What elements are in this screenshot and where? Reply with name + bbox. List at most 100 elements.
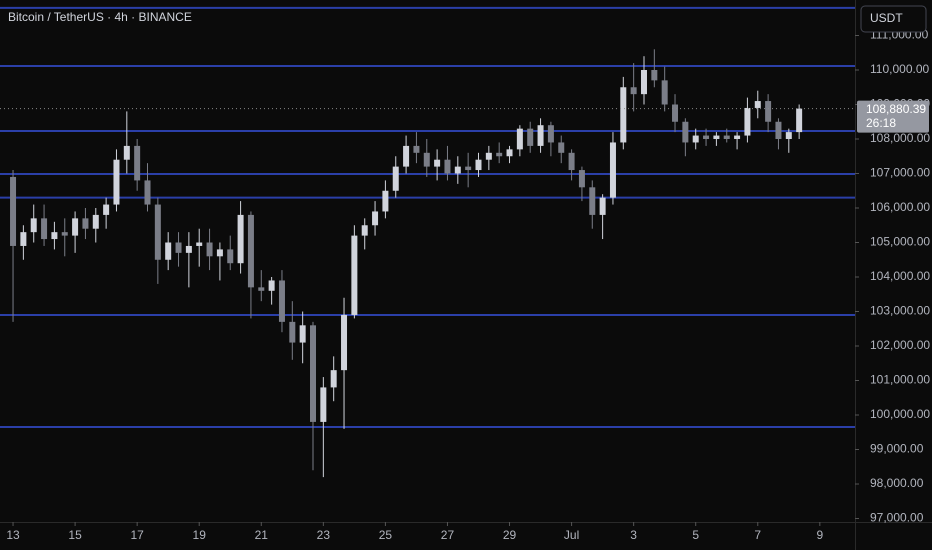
- candle-body: [134, 145, 141, 181]
- y-tick-label: 101,000.00: [870, 373, 930, 387]
- x-tick-label: 19: [193, 528, 207, 542]
- candle-body: [454, 166, 461, 174]
- y-tick-label: 102,000.00: [870, 338, 930, 352]
- candle-body: [351, 235, 358, 315]
- x-tick-label: 17: [130, 528, 144, 542]
- candle-body: [475, 159, 482, 171]
- candle-body: [506, 149, 513, 157]
- candle-body: [444, 159, 451, 174]
- candle-body: [372, 211, 379, 226]
- candle-body: [82, 218, 89, 229]
- candle-body: [558, 142, 565, 153]
- candle-body: [216, 249, 223, 257]
- candle-body: [785, 132, 792, 140]
- candle-body: [61, 232, 68, 236]
- y-tick-label: 104,000.00: [870, 269, 930, 283]
- y-tick-label: 110,000.00: [870, 62, 929, 76]
- candle-body: [713, 135, 720, 140]
- candle-body: [20, 232, 27, 246]
- x-tick-label: Jul: [564, 528, 579, 542]
- button-frame[interactable]: [860, 5, 927, 33]
- y-tick-label: 107,000.00: [870, 166, 930, 180]
- candle-body: [392, 166, 399, 191]
- candle-body: [258, 287, 265, 291]
- candle-body: [299, 325, 306, 343]
- x-tick-label: 25: [379, 528, 393, 542]
- candle-body: [196, 242, 203, 246]
- candle-body: [154, 204, 161, 260]
- candle-body: [123, 145, 130, 160]
- candle-body: [661, 80, 668, 105]
- y-tick-label: 108,000.00: [870, 131, 930, 145]
- candle-body: [547, 125, 554, 143]
- candle-body: [113, 159, 120, 205]
- candle-body: [682, 121, 689, 143]
- candle-body: [309, 325, 316, 422]
- x-tick-label: 29: [503, 528, 517, 542]
- candle-body: [796, 108, 803, 133]
- candle-body: [599, 197, 606, 215]
- candle-body: [268, 280, 275, 291]
- candle-body: [496, 152, 503, 157]
- y-tick-label: 105,000.00: [870, 235, 930, 249]
- candle-body: [527, 128, 534, 146]
- y-tick-label: 97,000.00: [870, 511, 924, 525]
- x-tick-label: 13: [6, 528, 20, 542]
- button-label[interactable]: USDT: [870, 11, 903, 25]
- y-tick-label: 98,000.00: [870, 476, 924, 490]
- candle-body: [237, 214, 244, 264]
- candle-body: [465, 166, 472, 171]
- candle-body: [403, 145, 410, 167]
- candle-body: [754, 101, 761, 108]
- y-tick-label: 100,000.00: [870, 407, 930, 421]
- currency-button[interactable]: USDT: [860, 5, 927, 33]
- candle-body: [537, 125, 544, 146]
- candle-body: [609, 142, 616, 198]
- candle-body: [103, 204, 110, 215]
- candle-body: [227, 249, 234, 264]
- x-tick-label: 5: [692, 528, 699, 542]
- candle-body: [692, 135, 699, 143]
- y-tick-label: 99,000.00: [870, 442, 924, 456]
- candle-body: [30, 218, 37, 233]
- candle-body: [330, 370, 337, 388]
- y-tick-label: 106,000.00: [870, 200, 930, 214]
- candle-body: [423, 152, 430, 167]
- candle-body: [361, 225, 368, 236]
- x-tick-label: 7: [754, 528, 761, 542]
- candle-body: [620, 87, 627, 143]
- x-tick-label: 15: [68, 528, 82, 542]
- candle-body: [775, 121, 782, 140]
- candle-body: [278, 280, 285, 322]
- candle-body: [382, 190, 389, 212]
- candle-body: [206, 242, 213, 257]
- price-tag-label: 108,880.39: [866, 102, 926, 116]
- candle-body: [568, 152, 575, 171]
- x-tick-label: 9: [816, 528, 823, 542]
- candle-body: [165, 242, 172, 260]
- plot-area: [0, 6, 855, 478]
- candle-body: [247, 214, 254, 288]
- candle-body: [185, 245, 192, 253]
- x-tick-label: 3: [630, 528, 637, 542]
- candle-body: [640, 70, 647, 95]
- candle-body: [630, 87, 637, 95]
- candle-body: [703, 135, 710, 140]
- price-tag: [857, 100, 929, 133]
- candle-body: [589, 187, 596, 215]
- chart-title: Bitcoin / TetherUS · 4h · BINANCE: [8, 10, 192, 24]
- candle-body: [51, 232, 58, 240]
- candle-body: [320, 387, 327, 422]
- candle-body: [651, 70, 658, 81]
- candle-body: [744, 107, 751, 136]
- candle-body: [341, 314, 348, 371]
- candle-body: [578, 170, 585, 188]
- candle-body: [289, 321, 296, 343]
- candle-body: [41, 218, 48, 240]
- candle-body: [10, 176, 17, 246]
- candle-body: [485, 152, 492, 160]
- candle-body: [516, 128, 523, 150]
